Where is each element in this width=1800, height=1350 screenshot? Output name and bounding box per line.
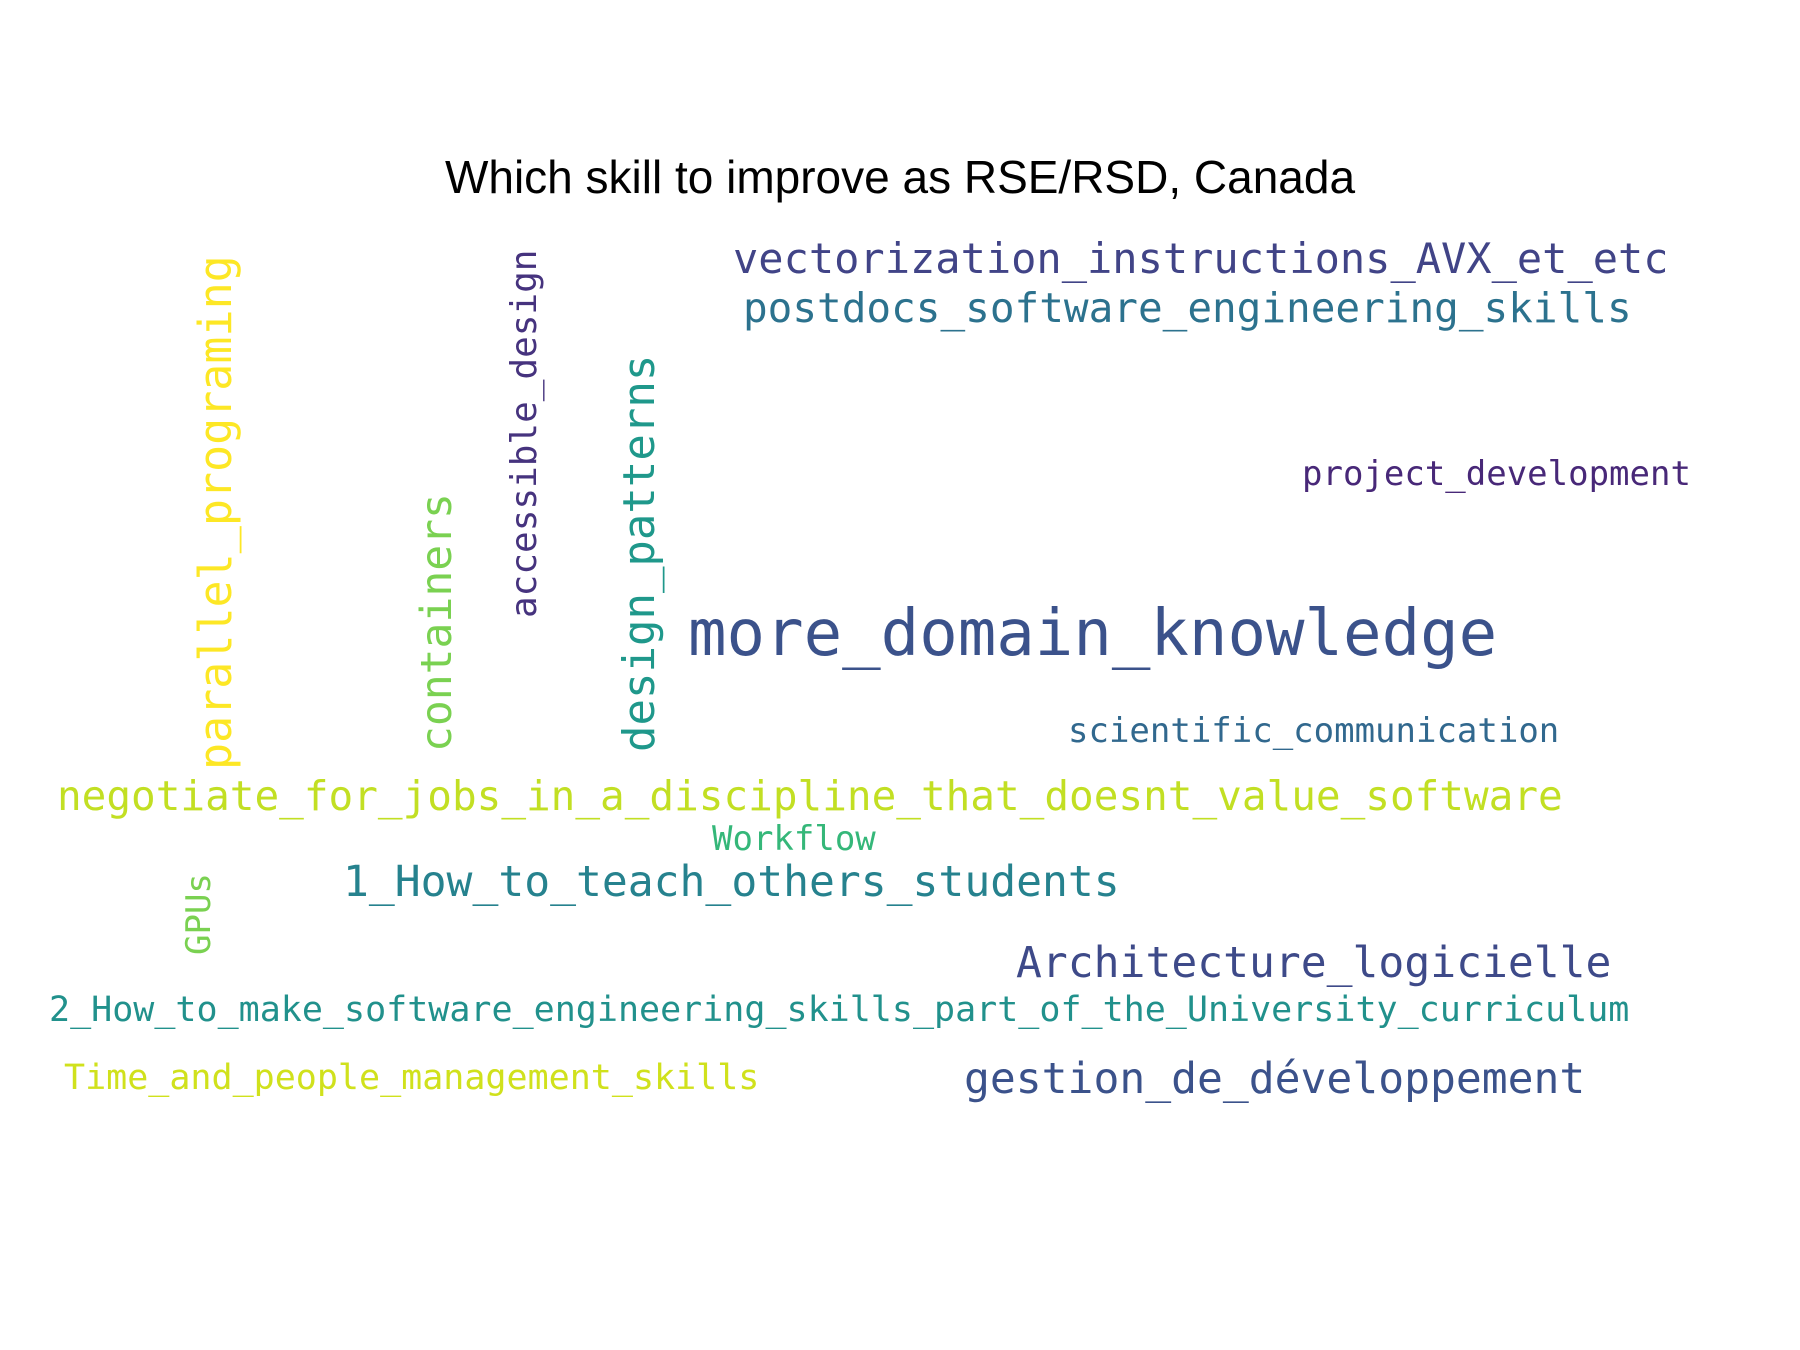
word-scientific-communication: scientific_communication [1068, 711, 1560, 751]
chart-title: Which skill to improve as RSE/RSD, Canad… [444, 151, 1356, 203]
word-vectorization: vectorization_instructions_AVX_et_etc [733, 234, 1669, 283]
word-postdocs: postdocs_software_engineering_skills [743, 284, 1632, 332]
word-design-patterns: design_patterns [614, 354, 665, 752]
word-how-to-teach: 1_How_to_teach_others_students [343, 857, 1120, 907]
word-time-and-people: Time_and_people_management_skills [64, 1058, 760, 1098]
word-gpus: GPUs [179, 873, 219, 955]
word-parallel-programing: parallel_programing [189, 255, 242, 770]
word-negotiate: negotiate_for_jobs_in_a_discipline_that_… [57, 772, 1563, 820]
word-workflow: Workflow [712, 819, 876, 859]
word-containers: containers [412, 493, 462, 752]
word-gestion-de-developpement: gestion_de_développement [964, 1054, 1586, 1104]
word-accessible-design: accessible_design [504, 249, 545, 618]
word-more-domain-knowledge: more_domain_knowledge [688, 597, 1498, 671]
word-project-development: project_development [1302, 454, 1691, 494]
word-architecture-logicielle: Architecture_logicielle [1016, 938, 1612, 988]
word-how-to-make: 2_How_to_make_software_engineering_skill… [49, 990, 1630, 1030]
